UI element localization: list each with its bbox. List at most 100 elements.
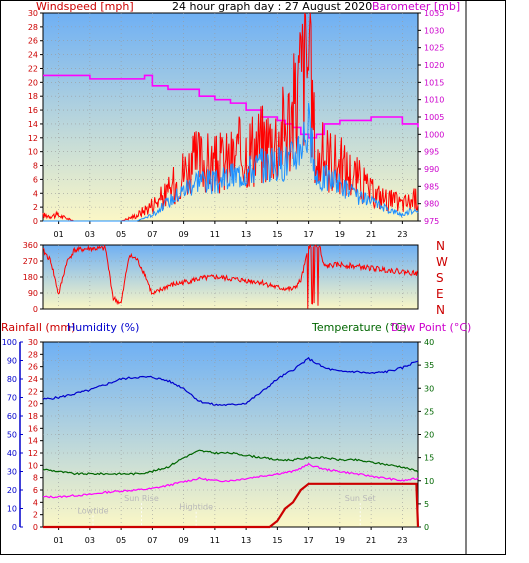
hour-tick-label: 17 <box>304 536 314 545</box>
hour-tick-label: 23 <box>397 230 407 239</box>
windspeed-tick-label: 14 <box>28 120 38 129</box>
compass-label: W <box>436 255 448 269</box>
rainfall-tick-label: 22 <box>28 387 38 396</box>
hour-tick-label: 21 <box>366 230 376 239</box>
humidity-tick-label: 100 <box>2 338 17 347</box>
barometer-tick-label: 1005 <box>424 113 444 122</box>
windspeed-tick-label: 22 <box>28 64 38 73</box>
windspeed-tick-label: 28 <box>28 23 38 32</box>
direction-degree-axis: 0 90 180 270 360 <box>23 241 43 314</box>
graph-title: 24 hour graph day : 27 August 2020 <box>172 0 372 13</box>
hour-tick-label: 21 <box>366 536 376 545</box>
temperature-tick-label: 25 <box>424 407 434 416</box>
direction-tick-label: 360 <box>23 241 38 250</box>
compass-label: N <box>436 303 445 317</box>
panel1-background <box>42 12 419 222</box>
panel1-hour-axis: 01 03 05 07 09 11 13 15 17 19 21 23 <box>54 221 407 239</box>
barometer-axis-title: Barometer [mb] <box>372 0 460 13</box>
direction-tick-label: 180 <box>23 273 38 282</box>
hour-tick-label: 11 <box>210 230 220 239</box>
wind-direction-series-line <box>42 243 419 309</box>
wind-average-series-line <box>43 102 419 222</box>
hour-tick-label: 01 <box>54 230 64 239</box>
barometer-tick-label: 985 <box>424 182 439 191</box>
barometer-tick-label: 1020 <box>424 61 444 70</box>
rainfall-tick-label: 4 <box>33 498 38 507</box>
temperature-tick-label: 30 <box>424 384 434 393</box>
hour-tick-label: 05 <box>116 536 126 545</box>
humidity-axis-title: Humidity (%) <box>67 321 139 334</box>
hour-tick-label: 19 <box>335 230 345 239</box>
hour-tick-label: 03 <box>85 230 95 239</box>
rainfall-series-line <box>43 482 420 529</box>
rainfall-axis-title: Rainfall (mm) <box>1 321 75 334</box>
hour-tick-label: 23 <box>397 536 407 545</box>
barometer-tick-label: 990 <box>424 165 439 174</box>
temperature-series-line <box>42 449 419 476</box>
humidity-tick-label: 10 <box>7 505 17 514</box>
windspeed-tick-label: 16 <box>28 106 38 115</box>
barometer-tick-label: 1025 <box>424 44 444 53</box>
hour-tick-label: 15 <box>272 536 282 545</box>
rainfall-tick-label: 6 <box>33 486 38 495</box>
rainfall-tick-label: 16 <box>28 424 38 433</box>
hour-tick-label: 07 <box>147 230 157 239</box>
windspeed-tick-label: 6 <box>33 175 38 184</box>
tide-sun-annotations: Lowtide Sun Rise Hightide Sun Set <box>77 494 376 527</box>
hour-tick-label: 15 <box>272 230 282 239</box>
temperature-axis-title: Temperature (°C) <box>311 321 407 334</box>
hour-tick-label: 19 <box>335 536 345 545</box>
humidity-series-line <box>42 356 419 407</box>
temperature-tick-label: 10 <box>424 477 434 486</box>
temperature-tick-label: 5 <box>424 500 429 509</box>
humidity-axis: 0 10 20 30 40 50 60 70 80 90 100 <box>2 338 23 532</box>
windspeed-tick-label: 20 <box>28 78 38 87</box>
windspeed-axis-title: Windspeed [mph] <box>36 0 134 13</box>
panel3-grid <box>43 342 418 527</box>
rainfall-tick-label: 18 <box>28 412 38 421</box>
humidity-tick-label: 80 <box>7 375 17 384</box>
direction-tick-label: 270 <box>23 257 38 266</box>
barometer-tick-label: 1010 <box>424 96 444 105</box>
humidity-tick-label: 70 <box>7 394 17 403</box>
temperature-tick-label: 35 <box>424 361 434 370</box>
humidity-tick-label: 20 <box>7 486 17 495</box>
direction-tick-label: 0 <box>33 305 38 314</box>
barometer-tick-label: 1035 <box>424 9 444 18</box>
rainfall-tick-label: 14 <box>28 437 38 446</box>
windspeed-tick-label: 4 <box>33 189 38 198</box>
compass-label: S <box>436 271 444 285</box>
hour-tick-label: 09 <box>179 536 189 545</box>
windspeed-tick-label: 12 <box>28 134 38 143</box>
humidity-tick-label: 60 <box>7 412 17 421</box>
dewpoint-series-line <box>42 462 419 499</box>
temperature-tick-label: 40 <box>424 338 434 347</box>
windspeed-tick-label: 2 <box>33 203 38 212</box>
annotation-label: Lowtide <box>77 506 108 515</box>
panel2-series <box>42 243 419 309</box>
windspeed-tick-label: 0 <box>33 217 38 226</box>
panel1-series <box>42 12 419 222</box>
rainfall-tick-label: 24 <box>28 375 38 384</box>
windspeed-tick-label: 18 <box>28 92 38 101</box>
hour-tick-label: 13 <box>241 230 251 239</box>
hour-tick-label: 17 <box>304 230 314 239</box>
compass-label: N <box>436 239 445 253</box>
humidity-tick-label: 0 <box>12 523 17 532</box>
barometer-tick-label: 1030 <box>424 26 444 35</box>
rainfall-tick-label: 30 <box>28 338 38 347</box>
hour-tick-label: 01 <box>54 536 64 545</box>
rainfall-tick-label: 8 <box>33 474 38 483</box>
hour-tick-label: 11 <box>210 536 220 545</box>
windspeed-tick-label: 26 <box>28 37 38 46</box>
panel3-hour-axis: 01 03 05 07 09 11 13 15 17 19 21 23 <box>54 527 407 545</box>
hour-tick-label: 05 <box>116 230 126 239</box>
humidity-tick-label: 50 <box>7 431 17 440</box>
temperature-tick-label: 0 <box>424 523 429 532</box>
